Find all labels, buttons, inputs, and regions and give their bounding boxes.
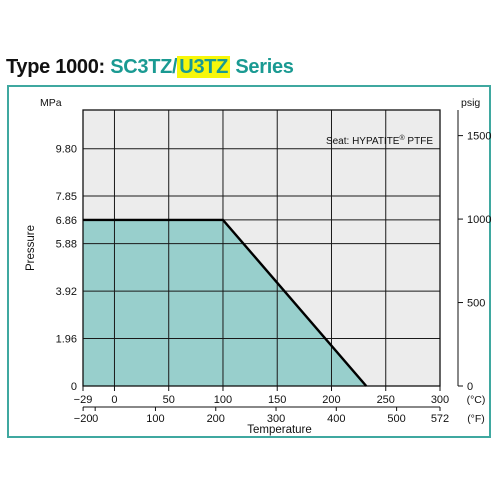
title-model-b-highlighted: U3TZ	[177, 56, 231, 78]
chart-frame	[7, 85, 491, 438]
x-celsius-tick-label: 0	[111, 394, 117, 406]
pressure-rating-line	[83, 218, 368, 387]
y-psig-tick-label: 1000	[467, 214, 491, 226]
y-psig-tick-label: 0	[467, 381, 473, 393]
title-suffix: Series	[235, 56, 294, 78]
x-axis-label: Temperature	[247, 424, 312, 436]
x-fahrenheit-tick-label: −20	[74, 413, 93, 425]
title-prefix: Type 1000	[6, 56, 99, 78]
x-fahrenheit-tick-label: 0	[92, 413, 98, 425]
title-model-a: SC3TZ	[110, 56, 173, 78]
y-axis-label: Pressure	[25, 225, 37, 271]
x-celsius-tick-label: 100	[214, 394, 232, 406]
x-fahrenheit-tick-label: 572	[431, 413, 449, 425]
chart-title: Type 1000: SC3TZ/U3TZ Series	[6, 56, 294, 79]
x-celsius-tick-label: 50	[163, 394, 175, 406]
title-separator: :	[98, 56, 106, 78]
mpa-unit-label: MPa	[40, 97, 62, 109]
plot-border	[82, 109, 441, 387]
y-mpa-tick-label: 7.85	[56, 191, 77, 203]
x-celsius-tick-label: 250	[377, 394, 395, 406]
fahrenheit-unit-label: (°F)	[467, 413, 485, 425]
celsius-unit-label: (°C)	[467, 394, 486, 406]
x-fahrenheit-tick-label: 200	[207, 413, 225, 425]
y-mpa-tick-label: 6.86	[56, 215, 77, 227]
seat-annotation: Seat: HYPATITE® PTFE	[326, 134, 433, 147]
x-celsius-tick-label: 200	[322, 394, 340, 406]
x-fahrenheit-tick-label: 400	[327, 413, 345, 425]
x-fahrenheit-tick-label: 300	[267, 413, 285, 425]
y-mpa-tick-label: 1.96	[56, 334, 77, 346]
title-slash: /	[172, 56, 178, 78]
x-celsius-tick-label: 150	[268, 394, 286, 406]
rated-pressure-area	[83, 219, 367, 386]
y-mpa-tick-label: 9.80	[56, 144, 77, 156]
y-psig-tick-label: 1500	[467, 131, 491, 143]
y-mpa-tick-label: 5.88	[56, 239, 77, 251]
y-mpa-tick-label: 0	[71, 381, 77, 393]
psig-unit-label: psig	[461, 97, 480, 109]
y-psig-tick-label: 500	[467, 298, 485, 310]
y-mpa-tick-label: 3.92	[56, 286, 77, 298]
x-fahrenheit-tick-label: 100	[146, 413, 164, 425]
x-celsius-tick-label: −29	[74, 394, 93, 406]
x-fahrenheit-tick-label: 500	[387, 413, 405, 425]
x-celsius-tick-label: 300	[431, 394, 449, 406]
